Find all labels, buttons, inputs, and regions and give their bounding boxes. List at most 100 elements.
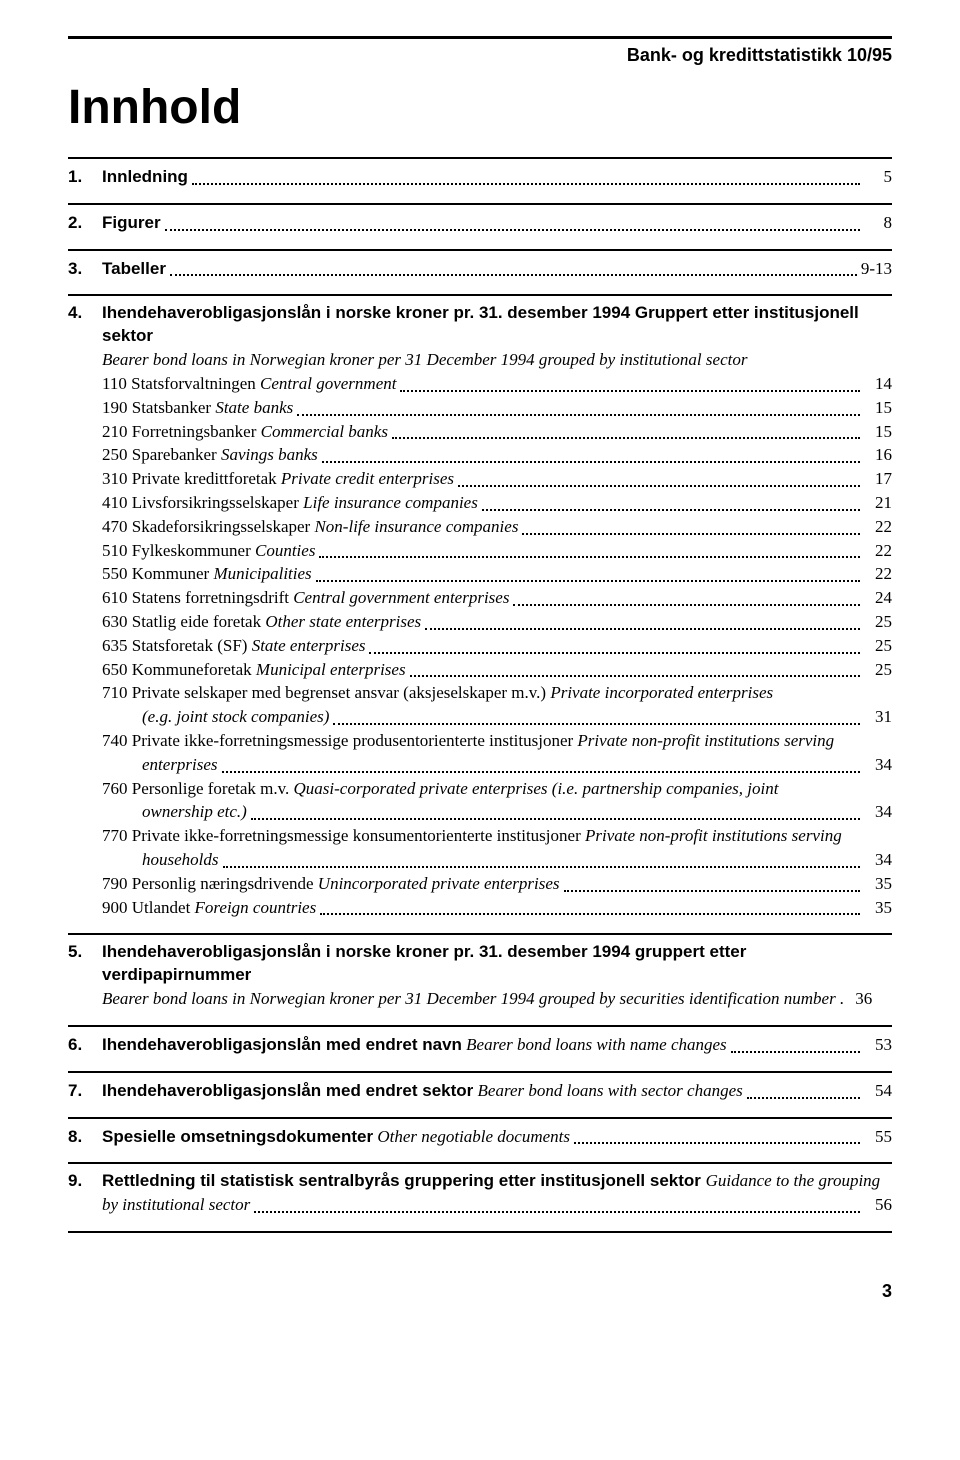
- sec-num: 7.: [68, 1079, 102, 1103]
- entry-page: 14: [864, 372, 892, 396]
- leader-dots: [482, 509, 860, 511]
- entry-italic: Unincorporated private enterprises: [318, 874, 560, 893]
- entry-label: 630 Statlig eide foretak Other state ent…: [102, 610, 421, 634]
- sec-title: Figurer: [102, 211, 161, 235]
- entry-text: 650 Kommuneforetak: [102, 660, 256, 679]
- sec5-page: 36: [844, 987, 872, 1011]
- sec5-title: Ihendehaverobligasjonslån i norske krone…: [102, 941, 892, 987]
- section-7: 7. Ihendehaverobligasjonslån med endret …: [68, 1071, 892, 1103]
- entry-italic: Municipalities: [213, 564, 311, 583]
- entry-italic: Non-life insurance companies: [314, 517, 518, 536]
- sec-page: 55: [864, 1125, 892, 1149]
- entry-text: 610 Statens forretningsdrift: [102, 588, 293, 607]
- toc-entry: 190 Statsbanker State banks 15: [68, 396, 892, 420]
- entry-page: 34: [864, 800, 892, 824]
- leader-dots: [574, 1142, 860, 1144]
- leader-dots: [400, 390, 860, 392]
- entry-page: 34: [864, 848, 892, 872]
- entry-page: 15: [864, 420, 892, 444]
- entry-page: 25: [864, 610, 892, 634]
- leader-dots: [170, 274, 857, 276]
- entry-text: 635 Statsforetak (SF): [102, 636, 252, 655]
- footer-page-number: 3: [68, 1281, 892, 1302]
- entry-italic: State enterprises: [252, 636, 366, 655]
- entry-page: 15: [864, 396, 892, 420]
- entry-page: 22: [864, 562, 892, 586]
- sec-page: 53: [864, 1033, 892, 1057]
- sec-num: 9.: [68, 1170, 102, 1193]
- section-5: 5. Ihendehaverobligasjonslån i norske kr…: [68, 933, 892, 1011]
- sec-num: 1.: [68, 165, 102, 189]
- entry-page: 34: [864, 753, 892, 777]
- entry-italic: Counties: [255, 541, 315, 560]
- entry-label: 250 Sparebanker Savings banks: [102, 443, 318, 467]
- entry-text: 900 Utlandet: [102, 898, 195, 917]
- leader-dots: [458, 485, 860, 487]
- toc-entry: 635 Statsforetak (SF) State enterprises 2…: [68, 634, 892, 658]
- sec5-subtitle-row: Bearer bond loans in Norwegian kroner pe…: [68, 987, 892, 1011]
- page-title: Innhold: [68, 80, 892, 135]
- entry-italic: Savings banks: [221, 445, 318, 464]
- toc-entry: 790 Personlig næringsdrivende Unincorpor…: [68, 872, 892, 896]
- entry-italic: Private credit enterprises: [281, 469, 454, 488]
- sec8-bold: Spesielle omsetningsdokumenter: [102, 1127, 373, 1146]
- leader-dots: [322, 461, 860, 463]
- document-page: Bank- og kredittstatistikk 10/95 Innhold…: [0, 0, 960, 1342]
- sec4-entry-770: 770 Private ikke-forretningsmessige kons…: [68, 824, 892, 872]
- toc-entry: 110 Statsforvaltningen Central governmen…: [68, 372, 892, 396]
- sec-page: 8: [864, 211, 892, 235]
- leader-dots: [410, 675, 860, 677]
- entry-page: 35: [864, 872, 892, 896]
- leader-dots: [319, 556, 860, 558]
- entry-label: 650 Kommuneforetak Municipal enterprises: [102, 658, 406, 682]
- leader-dots: [731, 1051, 860, 1053]
- entry-cont: households: [142, 848, 219, 872]
- sec-num: 2.: [68, 211, 102, 235]
- entry-page: 16: [864, 443, 892, 467]
- entry-italic: Central government: [260, 374, 396, 393]
- entry-text: 110 Statsforvaltningen: [102, 374, 260, 393]
- entry-page: 35: [864, 896, 892, 920]
- entry-cont: enterprises: [142, 753, 218, 777]
- entry-page: 22: [864, 515, 892, 539]
- sec9-subtitle-row: by institutional sector 56: [68, 1193, 892, 1217]
- leader-dots: [522, 533, 860, 535]
- leader-dots: [222, 771, 860, 773]
- entry-label: 190 Statsbanker State banks: [102, 396, 293, 420]
- entry-text: 190 Statsbanker: [102, 398, 215, 417]
- toc-entry: 410 Livsforsikringsselskaper Life insura…: [68, 491, 892, 515]
- leader-dots: [165, 229, 860, 231]
- entry-label: 110 Statsforvaltningen Central governmen…: [102, 372, 396, 396]
- toc-entry: 610 Statens forretningsdrift Central gov…: [68, 586, 892, 610]
- entry-page: 24: [864, 586, 892, 610]
- entry-page: 25: [864, 634, 892, 658]
- entry-text: 770 Private ikke-forretningsmessige kons…: [102, 826, 581, 845]
- section-8: 8. Spesielle omsetningsdokumenter Other …: [68, 1117, 892, 1149]
- sec9-bold: Rettledning til statistisk sentralbyrås …: [102, 1171, 701, 1190]
- entry-italic: Foreign countries: [195, 898, 317, 917]
- entry-italic: Other state enterprises: [265, 612, 421, 631]
- entry-label: 510 Fylkeskommuner Counties: [102, 539, 315, 563]
- toc-entry: 470 Skadeforsikringsselskaper Non-life i…: [68, 515, 892, 539]
- sec9-italic: Guidance to the grouping: [706, 1171, 881, 1190]
- toc-entry: 650 Kommuneforetak Municipal enterprises…: [68, 658, 892, 682]
- leader-dots: [251, 818, 860, 820]
- entry-italic: Commercial banks: [261, 422, 388, 441]
- leader-dots: [223, 866, 861, 868]
- entry-text: 550 Kommuner: [102, 564, 213, 583]
- entry-text: 310 Private kredittforetak: [102, 469, 281, 488]
- end-rule: [68, 1231, 892, 1233]
- sec4-entries: 110 Statsforvaltningen Central governmen…: [68, 372, 892, 681]
- sec-page: 54: [864, 1079, 892, 1103]
- section-9: 9. Rettledning til statistisk sentralbyr…: [68, 1162, 892, 1217]
- sec4-entry-710: 710 Private selskaper med begrenset ansv…: [68, 681, 892, 729]
- entry-label: 550 Kommuner Municipalities: [102, 562, 312, 586]
- entry-italic: Municipal enterprises: [256, 660, 406, 679]
- sec-title: Innledning: [102, 165, 188, 189]
- entry-italic: Life insurance companies: [303, 493, 478, 512]
- sec8-title: Spesielle omsetningsdokumenter Other neg…: [102, 1125, 570, 1149]
- leader-dots: [513, 604, 860, 606]
- leader-dots: [333, 723, 860, 725]
- entry-page: 31: [864, 705, 892, 729]
- entry-label: 635 Statsforetak (SF) State enterprises: [102, 634, 365, 658]
